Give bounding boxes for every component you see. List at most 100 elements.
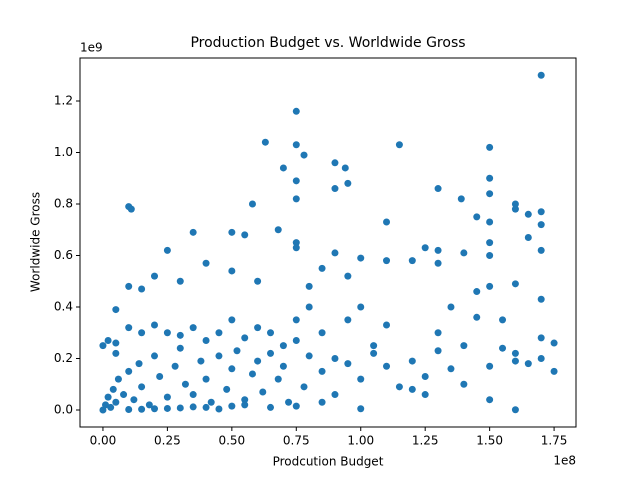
point xyxy=(285,398,293,406)
point xyxy=(486,218,494,226)
point xyxy=(151,352,159,360)
point xyxy=(305,352,313,360)
point xyxy=(202,259,210,267)
point xyxy=(537,71,545,79)
point xyxy=(524,233,532,241)
point xyxy=(537,208,545,216)
point xyxy=(344,272,352,280)
y-tick-label: 0.4 xyxy=(54,300,73,314)
point xyxy=(279,342,287,350)
point xyxy=(524,210,532,218)
point xyxy=(145,401,153,409)
point xyxy=(408,385,416,393)
point xyxy=(511,280,519,288)
point xyxy=(434,185,442,193)
point xyxy=(138,405,146,413)
point xyxy=(267,349,275,357)
point xyxy=(125,367,133,375)
point xyxy=(163,393,171,401)
point xyxy=(135,360,143,368)
point xyxy=(421,244,429,252)
point xyxy=(344,360,352,368)
point xyxy=(104,336,112,344)
point xyxy=(228,267,236,275)
point xyxy=(486,239,494,247)
point xyxy=(274,226,282,234)
point xyxy=(215,329,223,337)
point xyxy=(189,324,197,332)
point xyxy=(189,228,197,236)
point xyxy=(434,347,442,355)
point xyxy=(130,396,138,404)
x-axis-label: Prodcution Budget xyxy=(273,455,384,469)
x-tick-label: 0.25 xyxy=(154,434,181,448)
y-axis-label: Worldwide Gross xyxy=(29,192,43,292)
point xyxy=(215,405,223,413)
point xyxy=(408,357,416,365)
x-tick-label: 1.75 xyxy=(541,434,568,448)
plot-area xyxy=(99,71,558,414)
point xyxy=(207,398,215,406)
point xyxy=(181,380,189,388)
point xyxy=(341,164,349,172)
point xyxy=(473,213,481,221)
point xyxy=(151,321,159,329)
axes-frame xyxy=(79,57,577,428)
point xyxy=(331,185,339,193)
point xyxy=(395,383,403,391)
point xyxy=(107,403,115,411)
point xyxy=(486,174,494,182)
point xyxy=(254,324,262,332)
point xyxy=(460,249,468,257)
point xyxy=(215,352,223,360)
point xyxy=(473,288,481,296)
point xyxy=(357,405,365,413)
point xyxy=(127,205,135,213)
point xyxy=(109,385,117,393)
y-tick-label: 0.0 xyxy=(54,403,73,417)
point xyxy=(550,339,558,347)
x-tick-label: 0.50 xyxy=(218,434,245,448)
point xyxy=(460,342,468,350)
point xyxy=(421,373,429,381)
point xyxy=(202,403,210,411)
point xyxy=(163,404,171,412)
point xyxy=(511,205,519,213)
point xyxy=(486,282,494,290)
point xyxy=(102,401,110,409)
point xyxy=(434,329,442,337)
point xyxy=(357,303,365,311)
point xyxy=(163,329,171,337)
point xyxy=(99,342,107,350)
point xyxy=(254,357,262,365)
point xyxy=(163,246,171,254)
point xyxy=(151,272,159,280)
point xyxy=(383,321,391,329)
point xyxy=(228,365,236,373)
point xyxy=(524,360,532,368)
point xyxy=(292,239,300,247)
point xyxy=(241,334,249,342)
point xyxy=(486,362,494,370)
point xyxy=(305,282,313,290)
point xyxy=(259,388,267,396)
point xyxy=(261,138,269,146)
point xyxy=(189,403,197,411)
point xyxy=(447,303,455,311)
point xyxy=(241,396,249,404)
point xyxy=(112,339,120,347)
point xyxy=(112,349,120,357)
x-tick-label: 1.00 xyxy=(347,434,374,448)
point xyxy=(223,385,231,393)
point xyxy=(511,406,519,414)
point xyxy=(176,331,184,339)
point xyxy=(267,329,275,337)
point xyxy=(331,355,339,363)
point xyxy=(292,336,300,344)
point xyxy=(300,383,308,391)
point xyxy=(357,375,365,383)
point xyxy=(279,362,287,370)
point xyxy=(292,402,300,410)
